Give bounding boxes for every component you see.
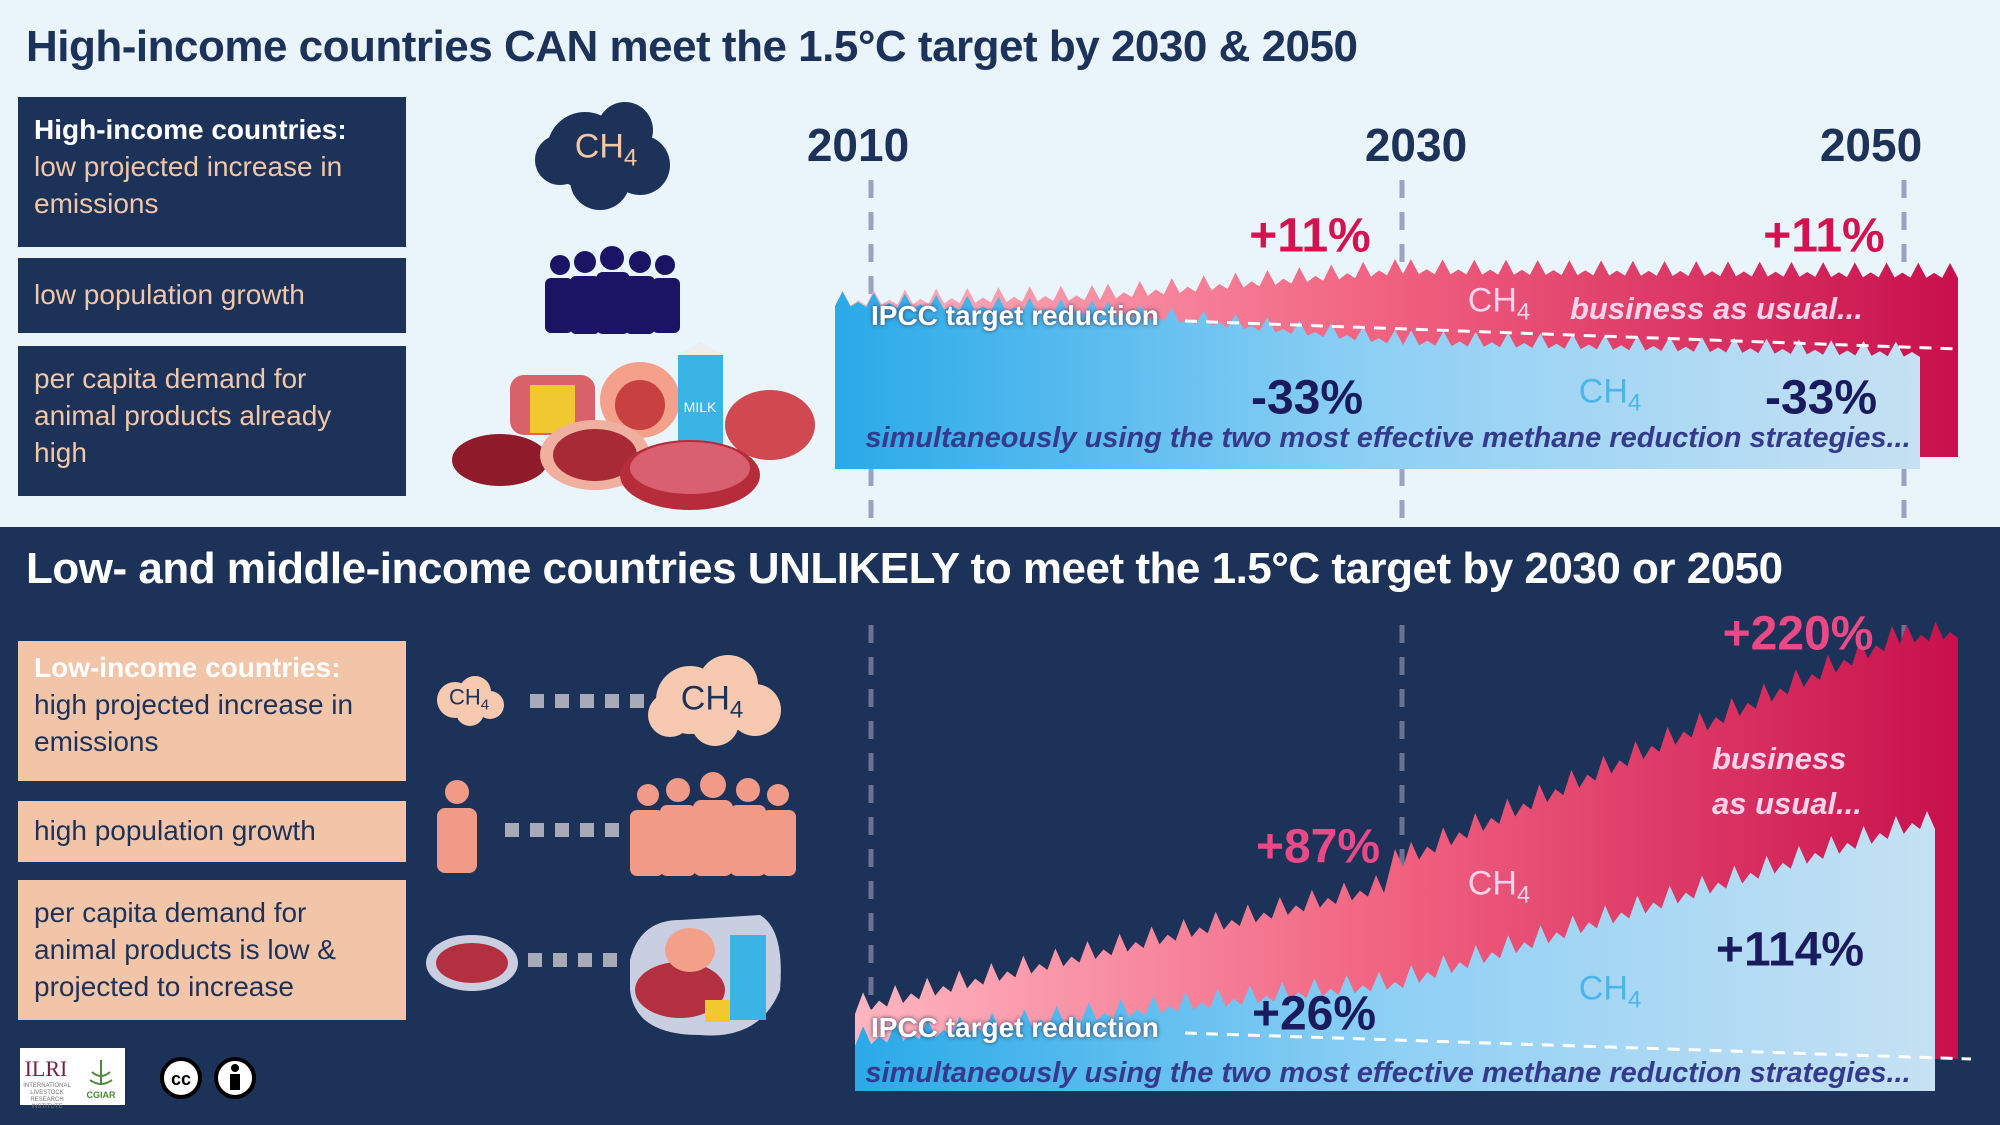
bottom-reduction-ch4-label: CH4	[1578, 969, 1642, 1014]
dashed-connector	[530, 694, 644, 708]
box-text: low projected increase in emissions	[34, 151, 343, 219]
year-2010: 2010	[806, 119, 910, 171]
year-2030: 2030	[1364, 119, 1468, 171]
small-meat-icon	[426, 935, 518, 991]
high-income-emissions-box: High-income countries: low projected incr…	[18, 97, 406, 247]
high-income-demand-box: per capita demand for animal products al…	[18, 346, 406, 496]
box-heading: High-income countries:	[34, 114, 347, 145]
bottom-ipcc-label: IPCC target reduction	[871, 1012, 1159, 1043]
large-methane-cloud-icon	[648, 655, 781, 746]
bottom-bau-2030-value: +87%	[1255, 820, 1381, 874]
top-strategy-label: simultaneously using the two most effect…	[865, 422, 1911, 454]
year-2050: 2050	[1819, 119, 1923, 171]
population-group-icon	[545, 246, 680, 334]
methane-cloud-label: CH4	[574, 127, 638, 172]
population-growth-icon	[630, 772, 796, 876]
top-ipcc-label: IPCC target reduction	[871, 300, 1159, 331]
cgiar-logo-text: CGIAR	[87, 1090, 117, 1100]
milk-carton-label: MILK	[684, 399, 717, 415]
bottom-strategy-label: simultaneously using the two most effect…	[865, 1057, 1911, 1089]
large-animal-products-icon	[630, 915, 781, 1036]
animal-products-food-icon: MILK	[452, 342, 815, 510]
low-income-population-box: high population growth	[18, 801, 406, 862]
bottom-ipcc-target-line	[1184, 1031, 1972, 1061]
small-methane-cloud-icon	[437, 676, 504, 726]
small-cloud-label: CH4	[448, 684, 490, 714]
box-heading: Low-income countries:	[34, 652, 341, 683]
creative-commons-icon: cc	[160, 1057, 202, 1099]
methane-cloud-icon	[535, 102, 670, 210]
top-reduction-2050-value: -33%	[1764, 371, 1878, 425]
bottom-bau-2050-value: +220%	[1722, 607, 1874, 661]
ilri-cgiar-logo	[20, 1048, 125, 1105]
cgiar-plant-icon	[89, 1060, 113, 1085]
high-income-population-box: low population growth	[18, 258, 406, 333]
ilri-logo-subtitle: INTERNATIONAL LIVESTOCK RESEARCH INSTITU…	[23, 1083, 71, 1110]
top-bau-label: business as usual...	[1570, 291, 1863, 326]
box-text: high projected increase in emissions	[34, 689, 354, 757]
ilri-logo-text: ILRI	[25, 1056, 68, 1081]
dashed-connector	[528, 953, 617, 967]
single-person-icon	[437, 780, 477, 873]
top-ipcc-target-line	[1184, 319, 1959, 351]
attribution-icon	[214, 1057, 256, 1099]
dashed-connector	[505, 823, 619, 837]
large-cloud-label: CH4	[680, 679, 744, 724]
top-bau-2050-value: +11%	[1763, 209, 1885, 263]
top-bau-ch4-label: CH4	[1467, 281, 1531, 326]
low-income-emissions-box: Low-income countries: high projected incr…	[18, 641, 406, 781]
bottom-section-title: Low- and middle-income countries UNLIKEL…	[26, 544, 1783, 593]
bottom-reduction-area	[855, 811, 1935, 1091]
bottom-reduction-2050-value: +114%	[1715, 923, 1865, 977]
top-bau-2030-value: +11%	[1249, 209, 1371, 263]
bottom-bau-label: business as usual...	[1712, 741, 1862, 821]
svg-text:cc: cc	[171, 1069, 191, 1089]
bottom-reduction-2030-value: +26%	[1251, 987, 1377, 1041]
top-reduction-2030-value: -33%	[1250, 371, 1364, 425]
top-reduction-area	[835, 291, 1920, 469]
top-section-title: High-income countries CAN meet the 1.5°C…	[26, 22, 1358, 71]
low-income-demand-box: per capita demand for animal products is…	[18, 880, 406, 1020]
top-reduction-ch4-label: CH4	[1578, 372, 1642, 417]
bottom-bau-ch4-label: CH4	[1467, 864, 1531, 909]
